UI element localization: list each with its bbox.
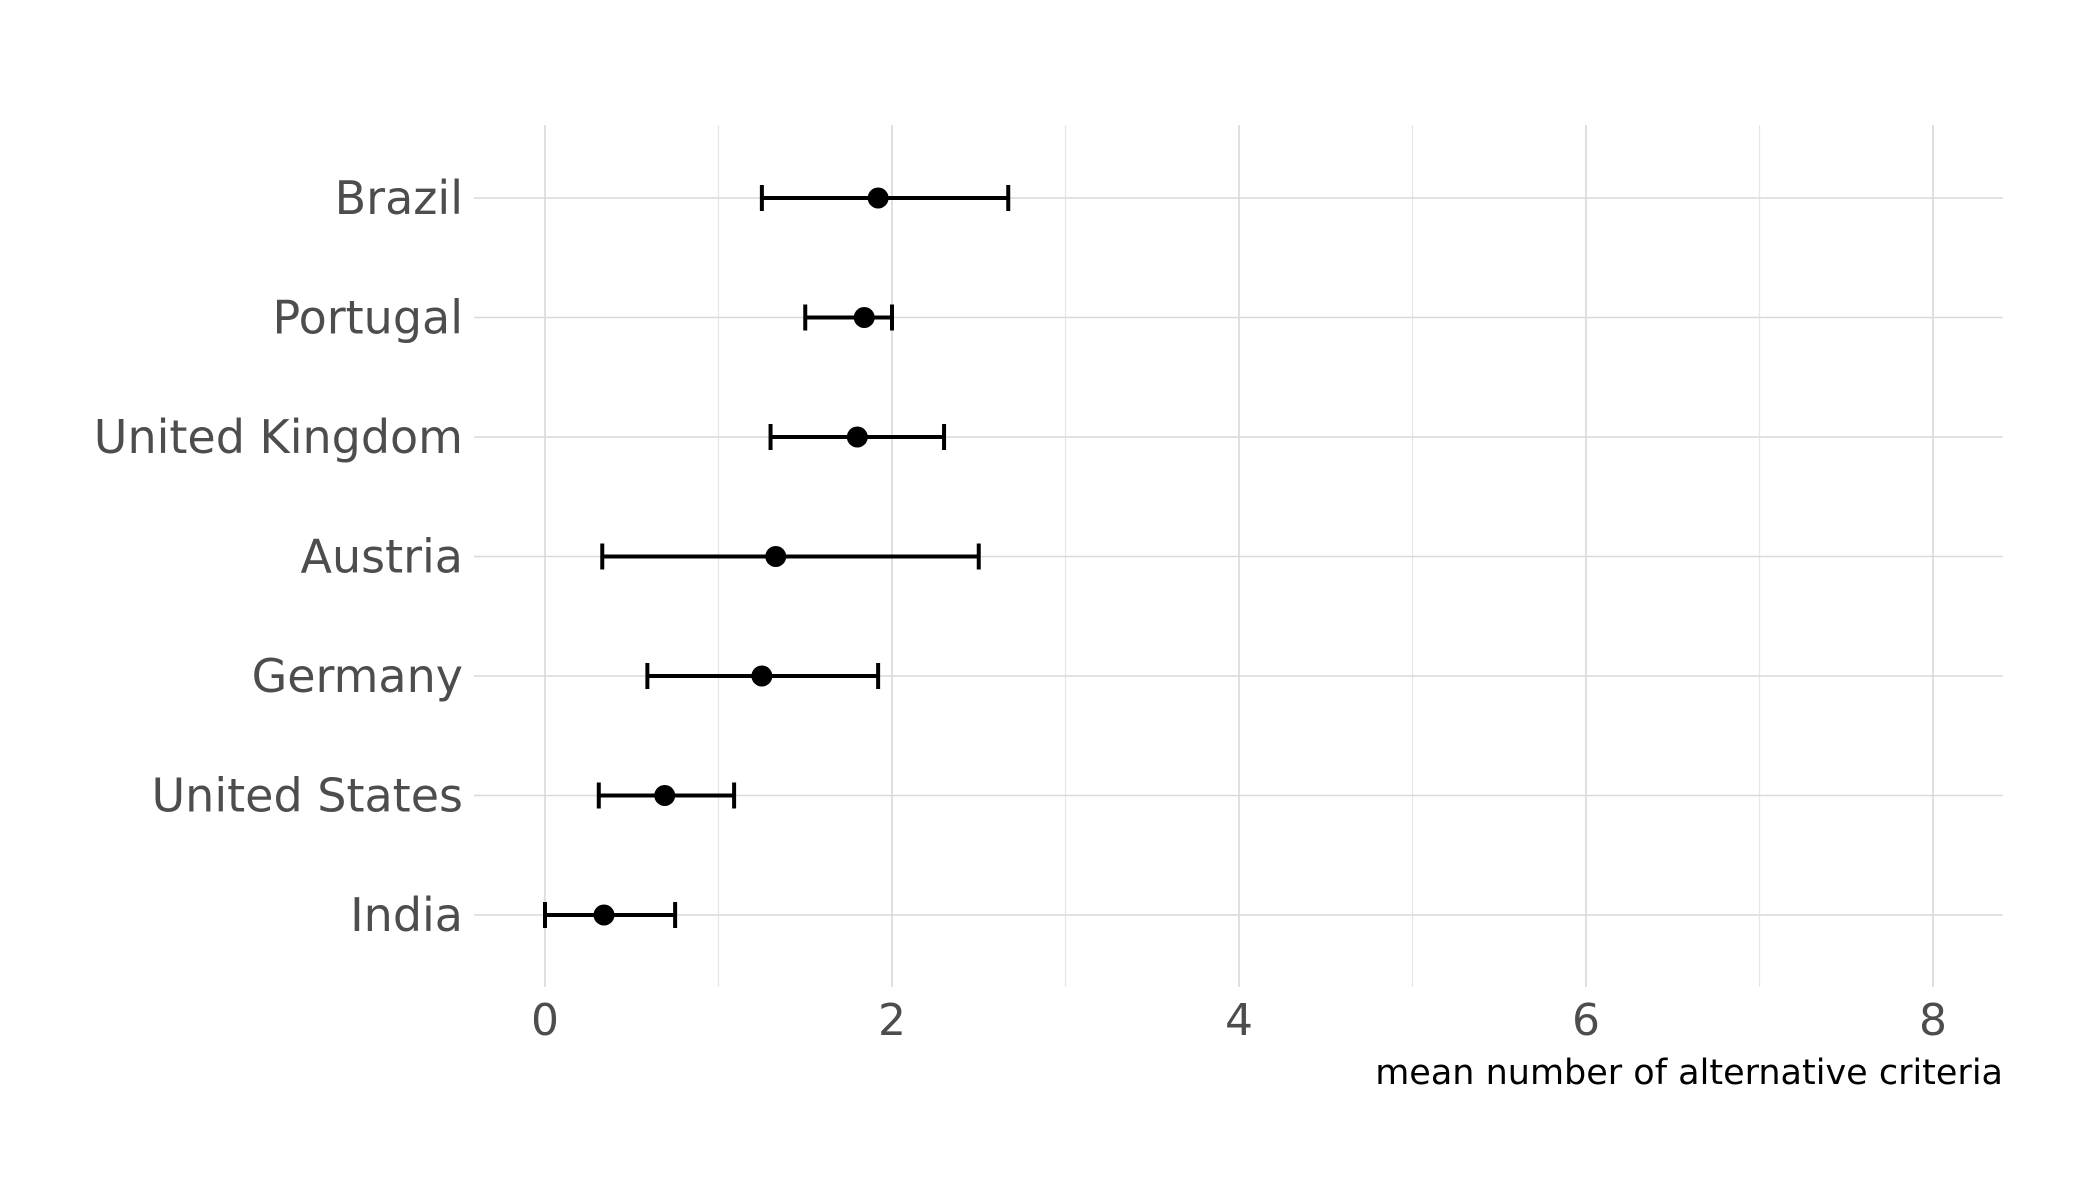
- error-bar-group: [543, 902, 678, 928]
- y-tick-label: Austria: [300, 530, 463, 584]
- mean-point: [751, 665, 773, 687]
- x-tick-label: 4: [1225, 995, 1253, 1046]
- error-bar-group: [768, 424, 947, 450]
- y-tick-label: Brazil: [335, 171, 463, 225]
- mean-point: [765, 546, 787, 567]
- y-tick-label: Germany: [252, 649, 463, 703]
- x-tick-label: 0: [531, 995, 559, 1046]
- mean-point: [867, 187, 889, 209]
- error-bar-group: [645, 663, 881, 689]
- y-tick-label: United Kingdom: [94, 410, 463, 464]
- mean-point: [593, 904, 615, 926]
- error-bar-group: [803, 304, 894, 331]
- error-bar-group: [596, 782, 737, 809]
- x-tick-label: 2: [878, 995, 906, 1046]
- mean-point: [846, 426, 868, 448]
- category-labels: Brazil Portugal United Kingdom Austria Germa…: [94, 171, 463, 942]
- error-bar-group: [600, 543, 981, 570]
- data-marks: [543, 185, 1011, 928]
- x-tick-label: 6: [1572, 995, 1600, 1046]
- x-tick-label: 8: [1919, 995, 1947, 1046]
- mean-point: [853, 307, 875, 328]
- mean-point: [654, 785, 676, 806]
- x-axis-title: mean number of alternative criteria: [1375, 1053, 2003, 1093]
- y-tick-label: United States: [152, 769, 464, 823]
- error-bar-group: [759, 185, 1011, 211]
- x-tick-labels: 0 2 4 6 8: [531, 995, 1947, 1046]
- y-tick-label: Portugal: [272, 291, 463, 345]
- y-tick-label: India: [350, 888, 463, 942]
